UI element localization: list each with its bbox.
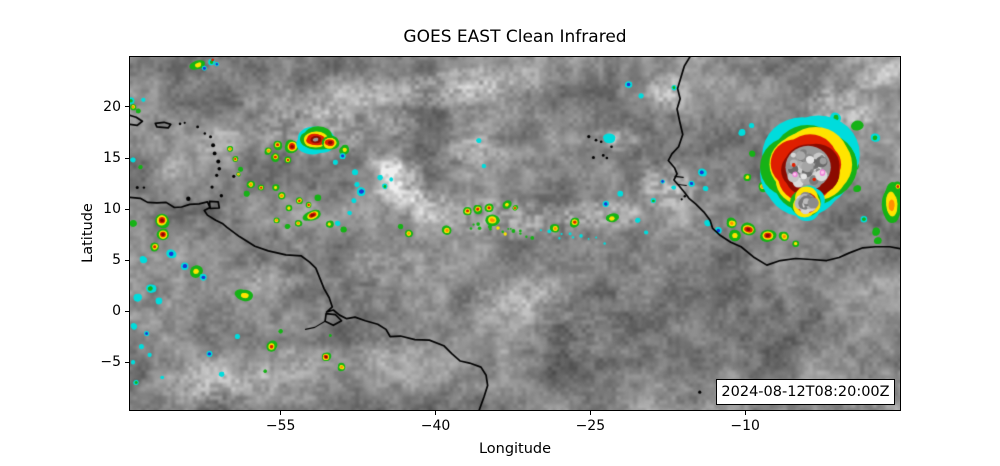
x-axis-label: Longitude — [478, 441, 552, 457]
x-tick-mark — [744, 411, 746, 415]
y-tick-label: 0 — [112, 303, 121, 320]
satellite-map-canvas — [130, 57, 900, 410]
figure-title: GOES EAST Clean Infrared — [403, 27, 627, 47]
y-tick-label: 10 — [103, 201, 121, 217]
y-tick-mark — [125, 106, 129, 108]
x-tick-mark — [589, 411, 591, 415]
x-tick-label: −25 — [575, 418, 606, 434]
x-tick-label: −55 — [265, 418, 296, 434]
y-tick-label: −5 — [100, 354, 121, 371]
timestamp-badge: 2024-08-12T08:20:00Z — [716, 379, 895, 405]
x-tick-label: −10 — [730, 418, 760, 434]
y-tick-label: 5 — [112, 252, 121, 269]
y-tick-mark — [125, 157, 129, 159]
y-tick-mark — [125, 310, 129, 312]
y-tick-label: 15 — [103, 150, 121, 166]
x-tick-mark — [280, 411, 282, 415]
x-tick-mark — [435, 411, 437, 415]
y-tick-label: 20 — [103, 98, 121, 115]
y-tick-mark — [125, 259, 129, 261]
x-tick-label: −40 — [420, 418, 451, 434]
y-tick-mark — [125, 361, 129, 363]
y-tick-mark — [125, 208, 129, 210]
